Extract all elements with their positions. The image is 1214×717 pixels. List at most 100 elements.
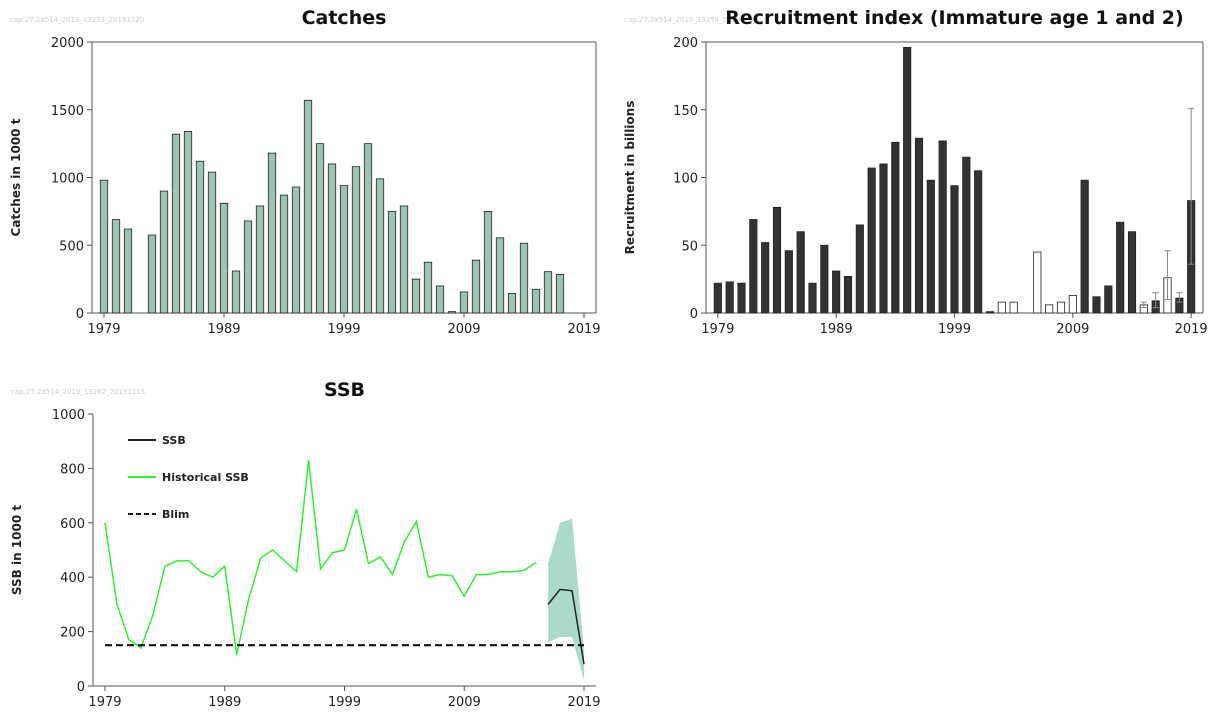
y-tick-label: 600 (60, 517, 85, 532)
y-axis-label: Recruitment in billions (623, 101, 637, 255)
bar (1033, 251, 1042, 314)
bar (471, 259, 481, 314)
bar (351, 166, 361, 314)
bar (1092, 296, 1101, 314)
bar (423, 261, 433, 314)
bar (531, 288, 541, 314)
bar (171, 133, 181, 314)
x-tick-label: 1999 (328, 695, 361, 710)
y-tick-label: 1500 (51, 104, 84, 119)
bar (725, 281, 734, 314)
bar (279, 194, 289, 314)
bar (339, 185, 349, 314)
y-tick-label: 100 (673, 172, 698, 187)
chart-title: SSB (324, 379, 365, 401)
x-tick-label: 1989 (208, 695, 241, 710)
bar (891, 141, 900, 314)
bar (327, 163, 337, 314)
bar (255, 205, 265, 314)
bar (231, 270, 241, 314)
y-tick-label: 1000 (52, 408, 85, 423)
chart-title: Catches (302, 7, 387, 29)
bar (737, 282, 746, 314)
y-tick-label: 0 (77, 680, 85, 695)
y-tick-label: 200 (60, 626, 85, 641)
y-tick-label: 0 (76, 307, 84, 322)
y-tick-label: 200 (673, 36, 698, 51)
bar (914, 137, 924, 314)
bar (784, 250, 793, 314)
x-tick-label: 1979 (88, 695, 121, 710)
bar (495, 237, 505, 314)
bar (435, 285, 445, 314)
x-tick-label: 2009 (448, 695, 481, 710)
bar (997, 301, 1006, 314)
series-line (104, 460, 537, 655)
bar (808, 282, 817, 314)
bar (99, 179, 109, 314)
bar (772, 206, 782, 314)
bar (938, 140, 947, 314)
bar (519, 242, 529, 314)
bar (291, 186, 301, 314)
x-tick-label: 2019 (567, 695, 600, 710)
bar (903, 47, 912, 314)
x-tick-label: 1979 (87, 322, 120, 337)
x-tick-label: 1989 (820, 322, 853, 337)
bar (1127, 231, 1137, 314)
bar (926, 179, 935, 314)
y-tick-label: 0 (690, 307, 698, 322)
bar (1068, 294, 1077, 314)
bar (985, 311, 995, 314)
bar (820, 244, 829, 314)
bar (459, 291, 469, 314)
bar (219, 202, 229, 314)
y-tick-label: 400 (60, 571, 85, 586)
bar (399, 205, 409, 314)
bar (375, 178, 385, 314)
bar (387, 210, 397, 314)
y-tick-label: 500 (59, 239, 84, 254)
bar (1045, 304, 1054, 314)
bar (555, 273, 565, 314)
bar (303, 99, 313, 314)
series-line (547, 588, 585, 665)
bar (111, 219, 121, 314)
bar (447, 311, 457, 314)
y-tick-label: 150 (673, 104, 698, 119)
x-tick-label: 2009 (447, 322, 480, 337)
watermark: cap.27.2a514_2019_13253_20191120 (10, 16, 144, 24)
bar (1080, 179, 1089, 314)
confidence-band (548, 518, 585, 681)
bar (267, 152, 277, 314)
x-tick-label: 2009 (1056, 322, 1089, 337)
y-tick-label: 800 (60, 462, 85, 477)
x-tick-label: 2019 (1175, 322, 1208, 337)
bar (1009, 301, 1018, 314)
bar (761, 242, 770, 314)
bar (843, 276, 853, 314)
bar (159, 190, 169, 314)
bar (507, 292, 517, 314)
bar (832, 270, 841, 314)
bar (950, 185, 959, 314)
y-axis-label: SSB in 1000 t (10, 505, 24, 595)
y-axis-label: Catches in 1000 t (9, 118, 23, 236)
x-tick-label: 1989 (207, 322, 240, 337)
bar (879, 163, 888, 314)
bar (483, 210, 493, 314)
bar (867, 167, 876, 314)
bar (974, 170, 983, 314)
bar (1104, 285, 1113, 314)
bar (411, 278, 421, 314)
x-tick-label: 1979 (701, 322, 734, 337)
bar (207, 171, 217, 314)
legend-label: SSB (162, 434, 186, 447)
y-tick-label: 1000 (51, 172, 84, 187)
x-tick-label: 1999 (938, 322, 971, 337)
bar (123, 228, 133, 314)
legend-label: Blim (162, 508, 189, 521)
bar (147, 234, 157, 314)
bar (962, 156, 971, 314)
